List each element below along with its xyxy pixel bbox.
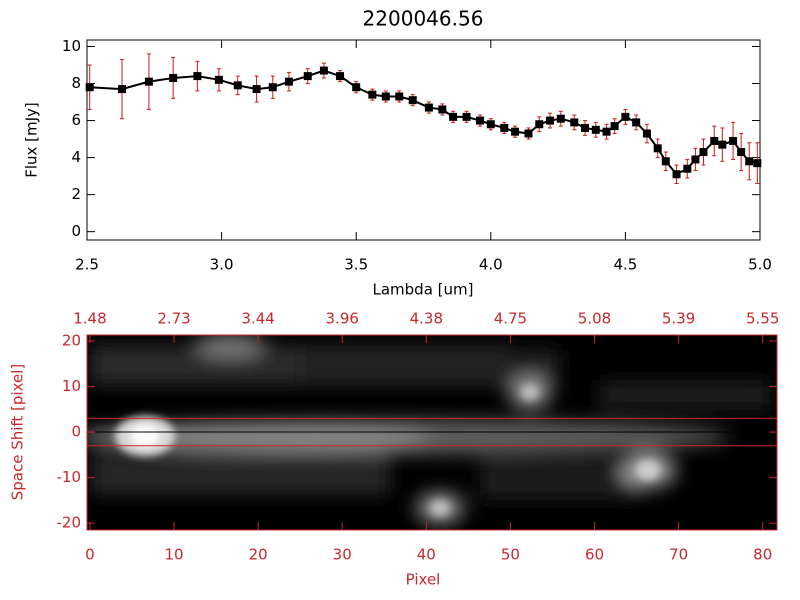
- y-tick-label: 20: [62, 331, 81, 349]
- point: [500, 123, 509, 132]
- line: [89, 69, 758, 176]
- y-tick-label: 10: [62, 37, 81, 55]
- point: [710, 136, 719, 145]
- y-tick-label: -20: [57, 514, 82, 532]
- point: [233, 81, 242, 90]
- x2-tick-label: 1.48: [73, 310, 106, 328]
- point: [556, 114, 565, 123]
- x2-tick-label: 4.75: [494, 310, 527, 328]
- point: [438, 105, 447, 114]
- y-tick-label: 0: [71, 222, 81, 240]
- x-tick-label: 50: [501, 546, 520, 564]
- x2-tick-label: 5.55: [746, 310, 779, 328]
- point: [85, 83, 94, 92]
- x-tick-label: 4.0: [479, 256, 503, 274]
- point: [117, 85, 126, 94]
- point: [395, 92, 404, 101]
- x2-tick-label: 4.38: [410, 310, 443, 328]
- point: [408, 96, 417, 105]
- point: [336, 72, 345, 81]
- y-axis-label: Flux [mJy]: [23, 102, 41, 178]
- image: [87, 335, 770, 524]
- x-tick-label: 4.5: [613, 256, 637, 274]
- point: [718, 140, 727, 149]
- point: [268, 83, 277, 92]
- point: [449, 112, 458, 121]
- point: [169, 73, 178, 82]
- y-tick-label: 8: [71, 74, 81, 92]
- point: [193, 72, 202, 81]
- y-tick-label: 0: [71, 423, 81, 441]
- point: [252, 85, 261, 94]
- point: [144, 77, 153, 86]
- x2-tick-label: 5.39: [662, 310, 695, 328]
- x-tick-label: 40: [417, 546, 436, 564]
- y-tick-label: 4: [71, 148, 81, 166]
- x-tick-label: 60: [585, 546, 604, 564]
- x-tick-label: 30: [333, 546, 352, 564]
- x2-tick-label: 3.96: [326, 310, 359, 328]
- x-tick-label: 80: [753, 546, 772, 564]
- x-tick-label: 0: [85, 546, 95, 564]
- y-tick-label: 2: [71, 185, 81, 203]
- chart-title: 2200046.56: [363, 7, 484, 31]
- x2-tick-label: 3.44: [241, 310, 274, 328]
- x-tick-label: 5.0: [748, 256, 772, 274]
- plot-frame: [86, 39, 761, 241]
- point: [352, 83, 361, 92]
- point: [303, 72, 312, 81]
- point: [546, 116, 555, 125]
- point: [511, 127, 520, 136]
- x-axis-label: Pixel: [406, 571, 441, 589]
- y-tick-label: 10: [62, 377, 81, 395]
- point: [632, 118, 641, 127]
- point: [368, 90, 377, 99]
- point: [653, 144, 662, 153]
- point: [214, 75, 223, 84]
- point: [424, 103, 433, 112]
- x2-tick-label: 2.73: [157, 310, 190, 328]
- point: [486, 120, 495, 129]
- point: [699, 148, 708, 157]
- x2-tick-label: 5.08: [578, 310, 611, 328]
- point: [621, 112, 630, 121]
- point: [737, 148, 746, 157]
- y-axis-label: Space Shift [pixel]: [9, 364, 27, 501]
- point: [284, 77, 293, 86]
- point: [476, 116, 485, 125]
- x-tick-label: 2.5: [75, 256, 99, 274]
- point: [672, 170, 681, 179]
- y-tick-label: 6: [71, 111, 81, 129]
- x-tick-label: 20: [249, 546, 268, 564]
- point: [462, 112, 471, 121]
- y-tick-label: -10: [57, 468, 82, 486]
- point: [535, 120, 544, 129]
- point: [683, 164, 692, 173]
- point: [570, 118, 579, 127]
- x-axis-label: Lambda [um]: [373, 281, 474, 299]
- point: [381, 92, 390, 101]
- point: [691, 155, 700, 164]
- point: [581, 123, 590, 132]
- point: [524, 129, 533, 138]
- spectrum-panel: 2200046.56 Lambda [um] Flux [mJy] 2.5 3.0…: [23, 7, 772, 299]
- point: [602, 127, 611, 136]
- point: [729, 136, 738, 145]
- point: [661, 157, 670, 166]
- x-tick-label: 3.0: [210, 256, 234, 274]
- point: [642, 129, 651, 138]
- point: [745, 157, 754, 166]
- point: [319, 66, 328, 75]
- x-tick-label: 70: [669, 546, 688, 564]
- image-panel: Pixel Space Shift [pixel] 0 10 20 30 40 50 60 7…: [9, 310, 780, 589]
- x-tick-label: 3.5: [344, 256, 368, 274]
- point: [610, 122, 619, 131]
- point: [591, 125, 600, 134]
- point: [753, 159, 762, 168]
- x-tick-label: 10: [164, 546, 183, 564]
